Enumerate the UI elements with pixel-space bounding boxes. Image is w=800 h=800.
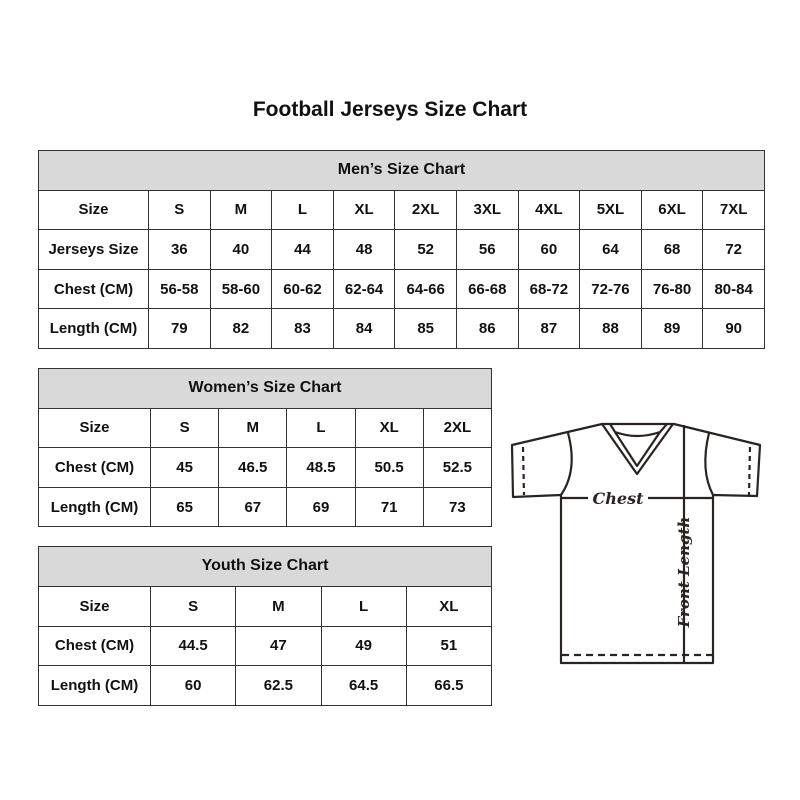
collar-outer <box>601 423 674 476</box>
table-cell: 68 <box>640 229 704 270</box>
table-cell: 49 <box>320 625 407 667</box>
table-cell: 85 <box>394 308 457 349</box>
shirt-outline <box>510 422 762 665</box>
table-cell: 64.5 <box>320 665 407 707</box>
row-label: Chest (CM) <box>38 447 151 488</box>
table-cell: 44 <box>271 229 334 270</box>
table-cell: 52.5 <box>422 447 493 488</box>
table-cell: M <box>235 585 322 627</box>
table-row: Chest (CM) 44.5 47 49 51 <box>38 625 493 667</box>
table-cell: L <box>320 585 407 627</box>
table-cell: 62-64 <box>332 268 396 310</box>
row-label: Size <box>38 407 151 449</box>
table-cell: 50.5 <box>354 447 424 488</box>
row-label: Jerseys Size <box>38 229 149 270</box>
womens-size-table: Women’s Size Chart Size S M L XL 2XL Chest (CM)… <box>37 368 493 528</box>
table-cell: 80-84 <box>702 268 765 310</box>
table-row: Size S M L XL 2XL <box>38 407 493 449</box>
table-cell: 65 <box>149 486 220 528</box>
women-caption: Women’s Size Chart <box>37 368 493 409</box>
table-cell: 79 <box>148 308 211 349</box>
table-cell: 68-72 <box>517 268 581 310</box>
table-cell: 60 <box>149 665 237 707</box>
table-cell: L <box>286 407 356 449</box>
table-cell: 51 <box>405 625 493 667</box>
table-row: Length (CM) 65 67 69 71 73 <box>38 486 493 528</box>
collar-inner <box>609 423 668 468</box>
table-cell: 76-80 <box>640 268 704 310</box>
table-cell: 7XL <box>702 189 765 231</box>
table-cell: S <box>149 407 220 449</box>
table-cell: 60-62 <box>271 268 334 310</box>
left-armhole <box>560 432 573 496</box>
table-cell: 47 <box>235 625 322 667</box>
table-cell: 2XL <box>422 407 493 449</box>
table-cell: 56-58 <box>148 268 211 310</box>
table-cell: 88 <box>579 308 642 349</box>
table-cell: 45 <box>149 447 220 488</box>
table-caption-row: Women’s Size Chart <box>37 368 493 409</box>
table-cell: 73 <box>422 486 493 528</box>
mens-size-table: Men’s Size Chart Size S M L XL 2XL 3XL 4XL 5XL 6XL… <box>38 150 765 349</box>
table-row: Size S M L XL <box>38 585 493 627</box>
table-caption-row: Youth Size Chart <box>37 546 493 587</box>
table-cell: 71 <box>354 486 424 528</box>
table-cell: 48 <box>332 229 396 270</box>
table-cell: 48.5 <box>286 447 356 488</box>
table-cell: XL <box>405 585 493 627</box>
table-row: Chest (CM) 45 46.5 48.5 50.5 52.5 <box>38 447 493 488</box>
table-cell: 87 <box>517 308 581 349</box>
page-title: Football Jerseys Size Chart <box>252 98 528 121</box>
table-cell: 40 <box>209 229 273 270</box>
men-caption: Men’s Size Chart <box>38 150 765 191</box>
table-cell: 62.5 <box>235 665 322 707</box>
table-cell: 5XL <box>579 189 642 231</box>
table-cell: 82 <box>209 308 273 349</box>
table-row: Size S M L XL 2XL 3XL 4XL 5XL 6XL 7XL <box>38 189 765 231</box>
table-row: Length (CM) 79 82 83 84 85 86 87 88 89 90 <box>38 308 765 349</box>
table-cell: M <box>218 407 288 449</box>
table-cell: 66-68 <box>455 268 519 310</box>
youth-caption: Youth Size Chart <box>37 546 493 587</box>
right-armhole <box>704 432 714 496</box>
row-label: Chest (CM) <box>38 625 151 667</box>
row-label: Size <box>38 189 149 231</box>
chest-label: Chest <box>593 489 645 508</box>
table-cell: 72-76 <box>579 268 642 310</box>
table-cell: S <box>149 585 237 627</box>
table-cell: 69 <box>286 486 356 528</box>
table-cell: XL <box>354 407 424 449</box>
table-cell: 66.5 <box>405 665 493 707</box>
table-cell: 36 <box>148 229 211 270</box>
table-cell: 84 <box>332 308 396 349</box>
left-sleeve-dashed <box>521 446 526 496</box>
table-cell: 60 <box>517 229 581 270</box>
table-row: Length (CM) 60 62.5 64.5 66.5 <box>38 665 493 707</box>
right-sleeve-dashed <box>747 446 752 496</box>
table-cell: 44.5 <box>149 625 237 667</box>
row-label: Length (CM) <box>38 486 151 528</box>
table-row: Jerseys Size 36 40 44 48 52 56 60 64 68 72 <box>38 229 765 270</box>
row-label: Length (CM) <box>38 308 149 349</box>
table-cell: 6XL <box>640 189 704 231</box>
table-cell: XL <box>332 189 396 231</box>
table-cell: 90 <box>702 308 765 349</box>
table-cell: L <box>271 189 334 231</box>
table-caption-row: Men’s Size Chart <box>38 150 765 191</box>
table-cell: 67 <box>218 486 288 528</box>
youth-size-table: Youth Size Chart Size S M L XL Chest (CM) 44.5 4… <box>37 546 493 707</box>
front-length-label: Front Length <box>675 517 693 629</box>
table-cell: 86 <box>455 308 519 349</box>
row-label: Size <box>38 585 151 627</box>
